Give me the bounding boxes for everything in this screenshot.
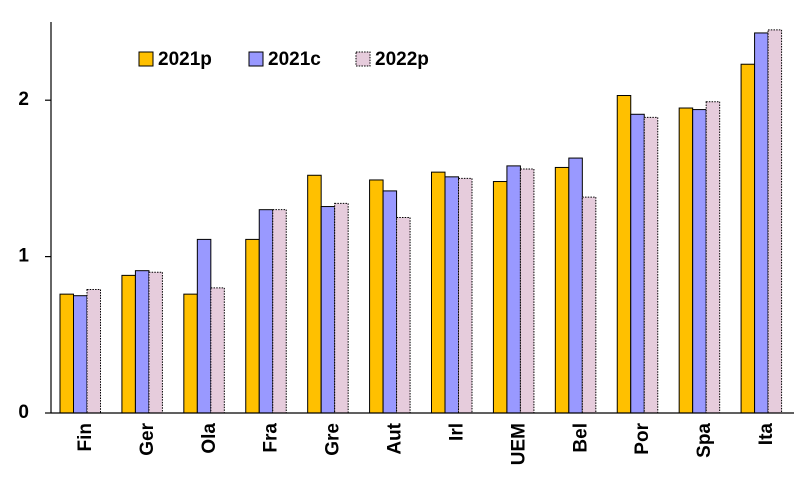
bar-uem-2021p: [492, 181, 508, 414]
legend-swatch-2021p: [138, 51, 154, 67]
x-tick-label: Ita: [756, 423, 777, 446]
bar-ita-2022p: [767, 29, 783, 414]
y-tick-label: 2: [18, 89, 29, 110]
bar-gre-2021c: [320, 206, 336, 414]
x-tick-label: Ola: [199, 423, 220, 454]
bar-gre-2022p: [334, 202, 349, 414]
bar-ola-2021c: [196, 238, 212, 414]
bar-bel-2022p: [581, 196, 597, 414]
bar-fin-2022p: [86, 288, 101, 414]
bar-ger-2021p: [121, 274, 136, 414]
bar-irl-2022p: [458, 177, 473, 414]
bars-layer: [59, 29, 783, 414]
y-tick-label: 1: [18, 246, 29, 267]
bar-spa-2021c: [692, 109, 707, 414]
bar-ger-2022p: [148, 271, 163, 414]
bar-aut-2021p: [369, 179, 384, 414]
bar-fra-2021p: [245, 238, 260, 414]
bar-fra-2022p: [272, 209, 287, 414]
bar-aut-2021c: [382, 190, 398, 414]
x-tick-label: Bel: [570, 423, 591, 453]
bar-fin-2021p: [59, 293, 74, 414]
legend-label-2021c: 2021c: [268, 49, 321, 70]
bar-bel-2021c: [568, 157, 583, 414]
bar-aut-2022p: [396, 217, 411, 414]
x-tick-label: Por: [632, 422, 653, 454]
bar-fra-2021c: [258, 209, 274, 414]
legend-swatch-2021c: [248, 51, 264, 67]
bar-ola-2022p: [210, 287, 225, 414]
bar-ita-2021c: [754, 32, 769, 414]
bar-fin-2021c: [73, 295, 88, 414]
x-tick-label: Fin: [75, 423, 96, 452]
bar-ita-2021p: [740, 63, 756, 414]
bar-uem-2021c: [506, 165, 521, 414]
bar-gre-2021p: [307, 174, 322, 414]
x-tick-label: Fra: [261, 423, 282, 453]
bar-por-2021p: [616, 95, 632, 414]
x-tick-labels: Fin Ger Ola Fra Gre Aut Irl UEM Bel Por Spa Ita: [75, 422, 777, 465]
bar-por-2022p: [643, 116, 659, 414]
x-tick-label: UEM: [508, 423, 529, 465]
x-tick-label: Gre: [323, 423, 344, 456]
y-ticks: 0 1 2: [18, 89, 51, 423]
bar-uem-2022p: [519, 168, 535, 414]
bar-ger-2021c: [134, 270, 150, 414]
bar-irl-2021c: [444, 176, 459, 414]
bar-bel-2021p: [554, 166, 570, 414]
x-tick-label: Irl: [446, 423, 467, 441]
legend-label-2022p: 2022p: [375, 49, 429, 70]
legend: 2021p 2021c 2022p: [138, 49, 429, 70]
y-tick-label: 0: [18, 402, 29, 423]
bar-irl-2021p: [431, 171, 446, 414]
x-tick-label: Aut: [385, 422, 406, 454]
bar-por-2021c: [630, 113, 645, 414]
bar-spa-2022p: [705, 101, 721, 414]
bar-ola-2021p: [183, 293, 198, 414]
x-tick-label: Ger: [137, 422, 158, 455]
bar-spa-2021p: [678, 107, 694, 414]
legend-swatch-2022p: [355, 51, 371, 67]
legend-label-2021p: 2021p: [158, 49, 212, 70]
x-tick-label: Spa: [694, 423, 715, 458]
